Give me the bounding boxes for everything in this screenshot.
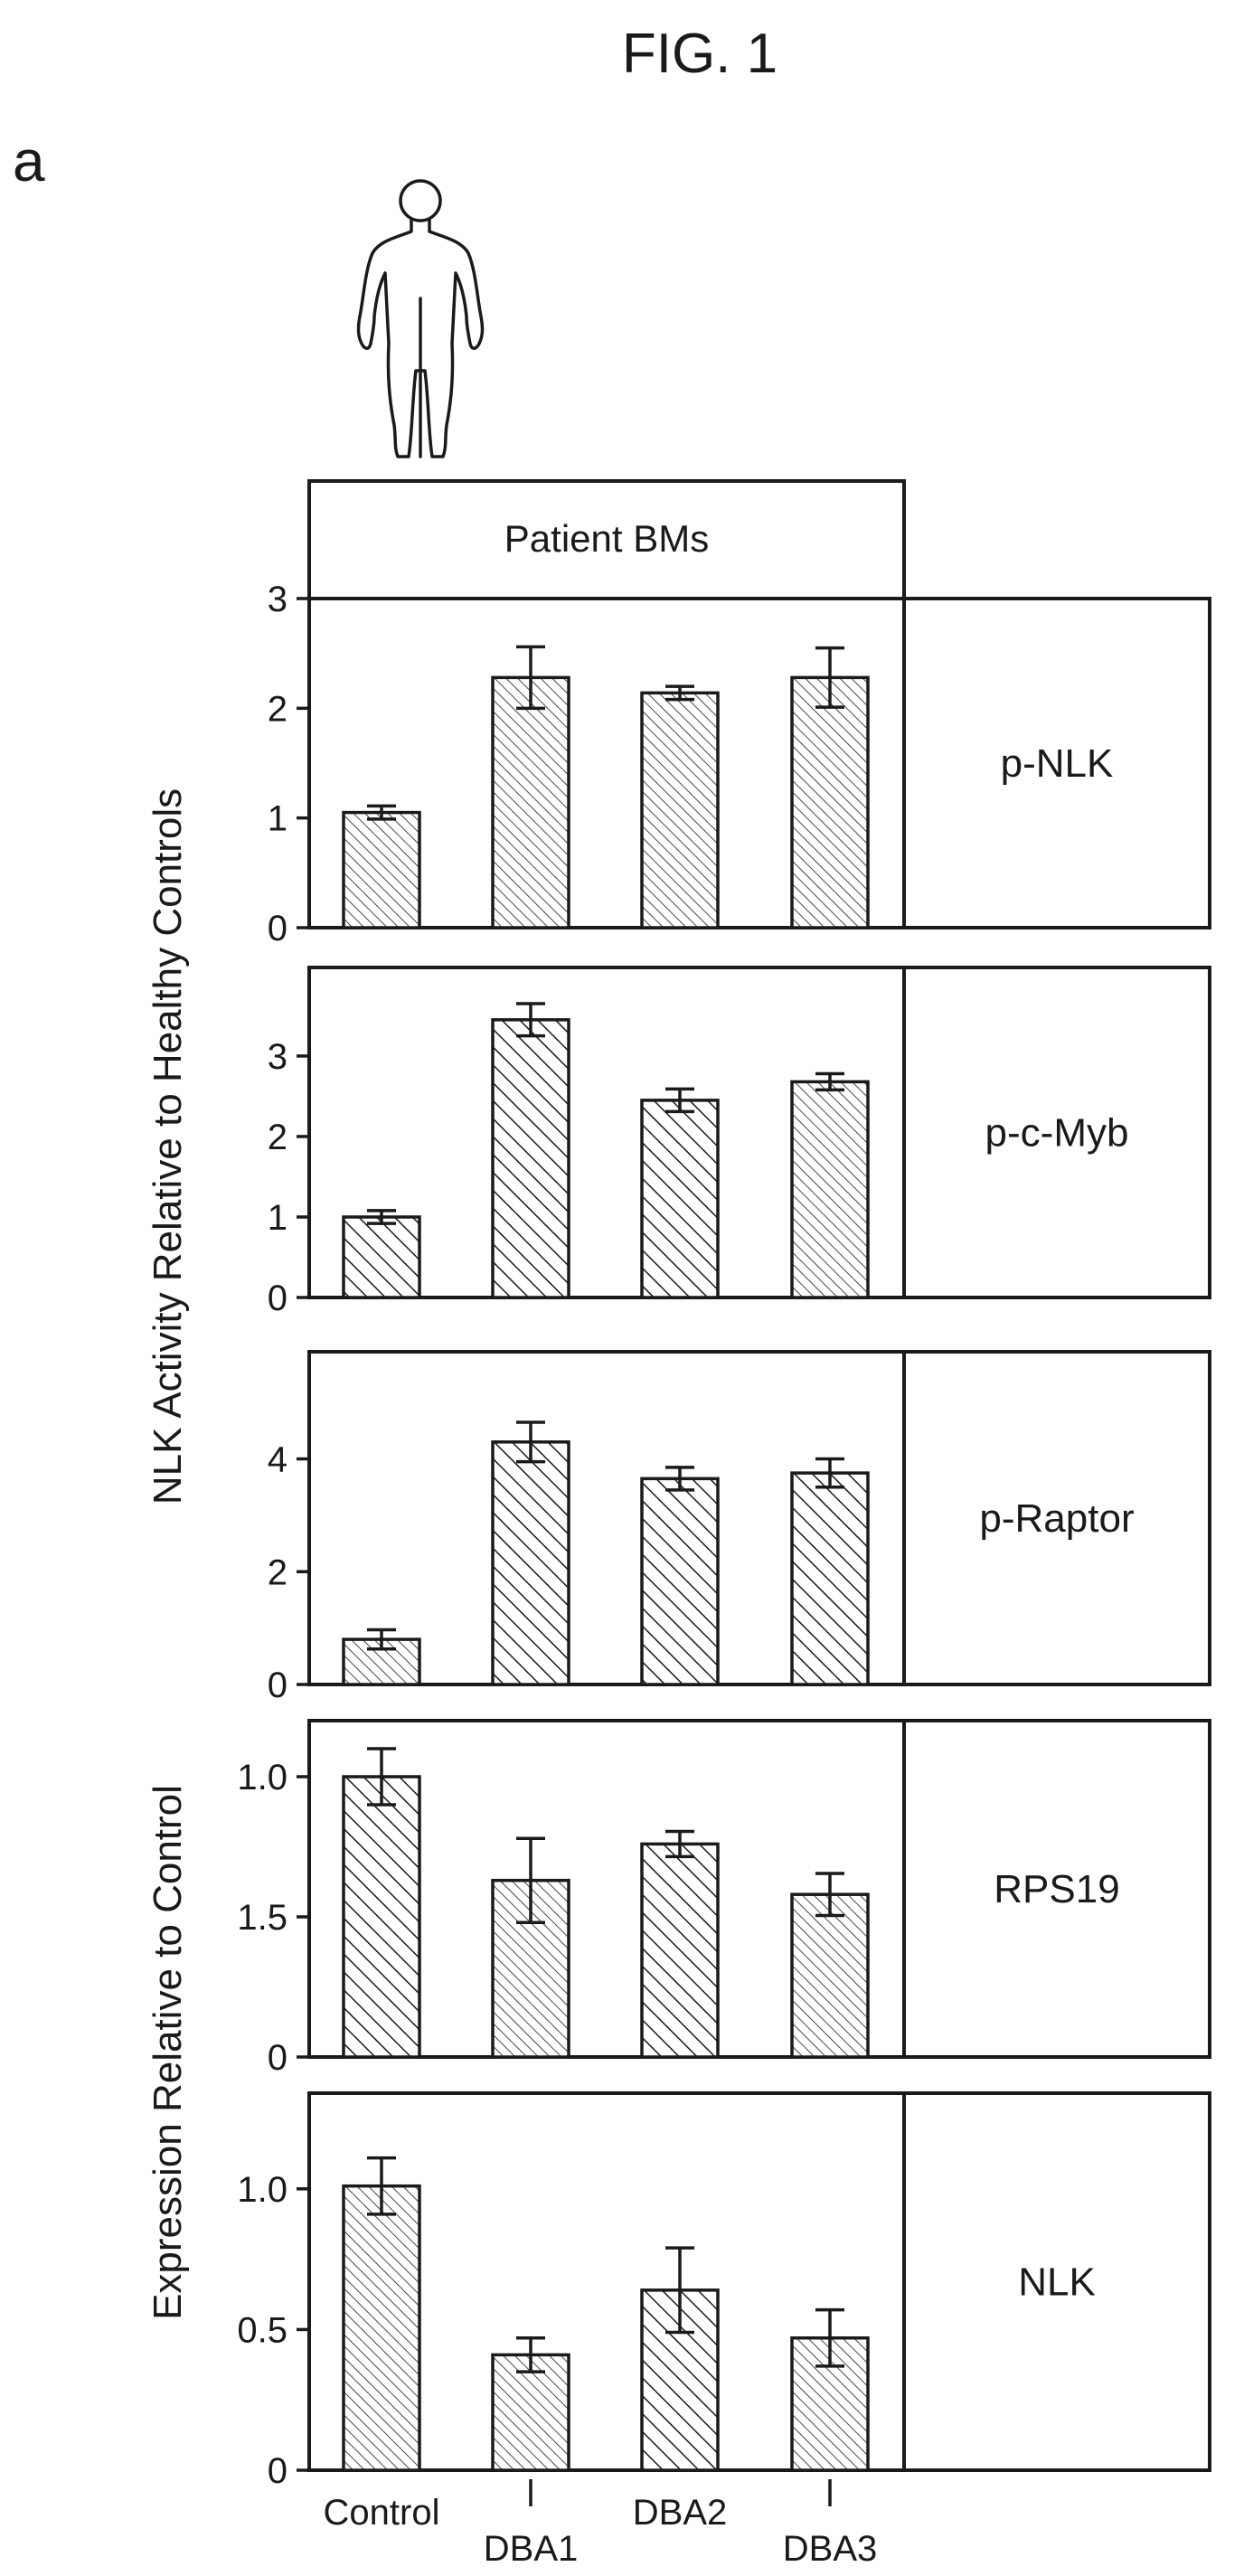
error-bar (367, 1209, 396, 1225)
bar-dba3 (790, 675, 870, 929)
y-tick-label: 2 (268, 1118, 287, 1157)
y-tick-label: 0 (268, 1665, 287, 1705)
error-bar (665, 2246, 694, 2335)
bar-dba2 (640, 691, 720, 929)
bar-control (342, 1215, 421, 1299)
y-tick-label: 0 (268, 909, 287, 948)
x-tick-label: DBA3 (783, 2529, 878, 2569)
figure-title: FIG. 1 (622, 23, 778, 85)
y-tick-label: 4 (268, 1440, 287, 1480)
error-bar (516, 1002, 545, 1038)
bar-panels: p-NLK 0 1 2 3 p-c-Myb 0 1 2 3 p-Raptor 0 2 4 RPS19 0 1.5… (237, 580, 1211, 2569)
error-bar (367, 1628, 396, 1651)
bar-dba2 (640, 1842, 720, 2059)
human-figure-icon (356, 179, 485, 458)
y-tick-label: 3 (268, 1037, 287, 1077)
group-header: Patient BMs (307, 479, 906, 600)
panel-title: NLK (1018, 2260, 1096, 2305)
bar-control (342, 1775, 421, 2059)
y-tick-label: 2 (268, 689, 287, 729)
panel-2: p-Raptor 0 2 4 (268, 1350, 1211, 1705)
x-tick-label: Control (324, 2493, 440, 2533)
y-tick-label: 1 (268, 799, 287, 839)
bar-control (342, 2184, 421, 2472)
error-bar (815, 1872, 844, 1918)
panel-title: RPS19 (994, 1867, 1119, 1911)
error-bar (516, 1420, 545, 1464)
panel-3: RPS19 0 1.5 1.0 (237, 1719, 1211, 2078)
error-bar (367, 1747, 396, 1807)
panel-label-frame (902, 1350, 1211, 1686)
error-bar (815, 646, 844, 709)
panel-label-frame (902, 597, 1211, 929)
panel-title: p-NLK (1001, 741, 1114, 786)
bar-dba1 (491, 1440, 570, 1686)
y-tick-label: 1.0 (237, 1758, 287, 1798)
error-bar (815, 1071, 844, 1092)
panel-1: p-c-Myb 0 1 2 3 (268, 966, 1211, 1318)
error-bar (815, 2307, 844, 2368)
y-tick-label: 0.5 (237, 2310, 287, 2350)
ylabel-top: NLK Activity Relative to Healthy Control… (146, 788, 190, 1505)
ylabel-bottom: Expression Relative to Control (146, 1785, 190, 2320)
error-bar (665, 1829, 694, 1859)
panel-0: p-NLK 0 1 2 3 (268, 580, 1211, 948)
panel-title: p-Raptor (979, 1496, 1134, 1541)
y-tick-label: 1.5 (237, 1898, 287, 1938)
bar-control (342, 810, 421, 929)
error-bar (367, 2156, 396, 2216)
panel-title: p-c-Myb (985, 1111, 1129, 1156)
panel-label-frame (902, 1719, 1211, 2059)
bar-dba3 (790, 1080, 870, 1299)
error-bar (367, 804, 396, 821)
error-bar (665, 1087, 694, 1114)
bar-dba1 (491, 675, 570, 929)
panel-4: NLK 0 0.5 1.0 Control DBA1 DBA2 DBA3 (237, 2091, 1211, 2569)
bar-dba1 (491, 1018, 570, 1299)
panel-label-frame (902, 966, 1211, 1299)
error-bar (516, 1836, 545, 1924)
y-tick-label: 0 (268, 2038, 287, 2078)
panel-letter: a (13, 128, 45, 193)
y-tick-label: 2 (268, 1552, 287, 1592)
error-bar (516, 2335, 545, 2373)
y-tick-label: 1 (268, 1198, 287, 1238)
x-tick-label: DBA2 (633, 2493, 728, 2533)
bar-dba2 (640, 1099, 720, 1299)
y-tick-label: 3 (268, 580, 287, 619)
error-bar (815, 1457, 844, 1489)
error-bar (516, 645, 545, 711)
error-bar (665, 1466, 694, 1492)
y-tick-label: 0 (268, 1279, 287, 1318)
bar-dba3 (790, 1892, 870, 2059)
y-tick-label: 0 (268, 2451, 287, 2491)
bar-dba3 (790, 1471, 870, 1686)
bar-dba2 (640, 1477, 720, 1686)
error-bar (665, 684, 694, 702)
panel-label-frame (902, 2091, 1211, 2472)
x-tick-label: DBA1 (484, 2529, 579, 2569)
group-header-label: Patient BMs (504, 517, 709, 560)
y-tick-label: 1.0 (237, 2170, 287, 2210)
